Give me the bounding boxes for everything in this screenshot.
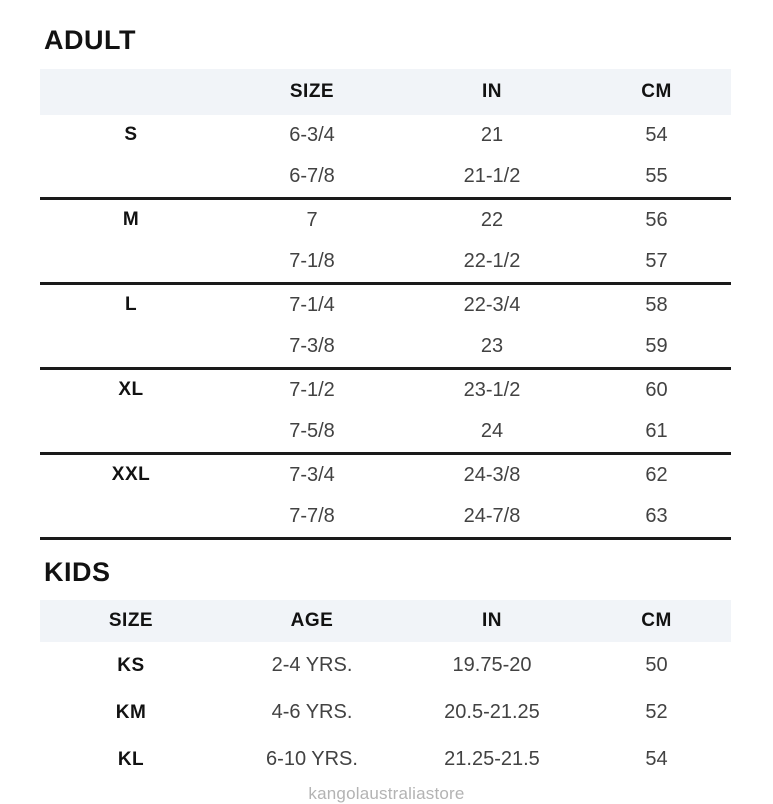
cm-cell: 54 [645,123,668,146]
adult-size-table: SIZE IN CM S 6-3/4 21 54 6-7/8 21-1/2 55… [40,68,731,540]
size-label-cell [40,240,222,285]
hat-size-cell: 7-1/8 [222,240,402,285]
inches-cell: 23-1/2 [463,378,521,401]
table-row: XXL 7-3/4 24-3/8 62 [40,453,731,496]
adult-section-title: ADULT [44,25,136,55]
inches-cell: 24 [402,410,582,455]
hat-size-cell: 7-3/4 [289,463,335,486]
inches-cell: 20.5-21.25 [444,701,540,724]
inches-cell: 21-1/2 [402,155,582,200]
table-row: 7-5/8 24 61 [40,410,731,455]
adult-col-header-blank [40,68,222,115]
inches-cell: 23 [402,325,582,370]
table-row: 6-7/8 21-1/2 55 [40,155,731,200]
inches-cell: 21 [480,123,504,146]
cm-cell: 63 [582,495,731,540]
inches-cell: 22-3/4 [463,293,521,316]
cm-cell: 54 [645,748,668,771]
age-cell: 2-4 YRS. [271,654,353,677]
table-row: L 7-1/4 22-3/4 58 [40,283,731,326]
table-row: S 6-3/4 21 54 [40,115,731,156]
cm-cell: 57 [582,240,731,285]
kids-header-row: SIZE AGE IN CM [40,600,731,643]
cm-cell: 59 [582,325,731,370]
adult-col-header-in: IN [402,68,582,115]
cm-cell: 62 [645,463,668,486]
inches-cell: 22-1/2 [402,240,582,285]
hat-size-cell: 6-3/4 [289,123,335,146]
hat-size-cell: 7-1/4 [289,293,335,316]
size-label-cell: KL [117,748,145,770]
table-row: KL 6-10 YRS. 21.25-21.5 54 [40,736,731,783]
inches-cell: 19.75-20 [452,654,532,677]
inches-cell: 24-3/8 [463,463,521,486]
age-cell: 6-10 YRS. [266,748,358,771]
size-label-cell: L [124,294,138,316]
age-cell: 4-6 YRS. [271,701,353,724]
hat-size-cell: 7-1/2 [289,378,335,401]
table-row: M 7 22 56 [40,198,731,241]
table-row: KM 4-6 YRS. 20.5-21.25 52 [40,689,731,736]
size-label-cell: KM [115,701,147,723]
table-row: 7-1/8 22-1/2 57 [40,240,731,285]
inches-cell: 21.25-21.5 [444,748,540,771]
adult-col-header-size: SIZE [222,68,402,115]
kids-col-header-cm: CM [582,600,731,643]
cm-cell: 56 [645,208,668,231]
size-label-cell: XXL [111,464,151,486]
kids-col-header-in: IN [402,600,582,643]
cm-cell: 52 [645,701,668,724]
size-label-cell: XL [118,379,144,401]
kids-section-title: KIDS [44,556,111,587]
size-label-cell: KS [117,654,145,676]
size-label-cell [40,410,222,455]
size-label-cell: M [122,209,140,231]
cm-cell: 58 [645,293,668,316]
size-label-cell [40,495,222,540]
adult-col-header-cm: CM [582,68,731,115]
table-row: KS 2-4 YRS. 19.75-20 50 [40,642,731,689]
hat-size-cell: 6-7/8 [222,155,402,200]
adult-header-row: SIZE IN CM [40,68,731,115]
hat-size-cell: 7-7/8 [222,495,402,540]
inches-cell: 22 [480,208,504,231]
size-label-cell [40,325,222,370]
table-row: XL 7-1/2 23-1/2 60 [40,368,731,411]
store-watermark: kangolaustraliastore [308,784,465,804]
table-row: 7-7/8 24-7/8 63 [40,495,731,540]
cm-cell: 60 [645,378,668,401]
kids-col-header-age: AGE [222,600,402,643]
hat-size-cell: 7-3/8 [222,325,402,370]
hat-size-cell: 7-5/8 [222,410,402,455]
cm-cell: 50 [645,654,668,677]
table-row: 7-3/8 23 59 [40,325,731,370]
inches-cell: 24-7/8 [402,495,582,540]
cm-cell: 61 [582,410,731,455]
kids-col-header-size: SIZE [40,600,222,643]
hat-size-cell: 7 [306,208,318,231]
size-label-cell [40,155,222,200]
kids-size-table: SIZE AGE IN CM KS 2-4 YRS. 19.75-20 50 K… [40,600,731,783]
cm-cell: 55 [582,155,731,200]
size-label-cell: S [124,124,138,146]
